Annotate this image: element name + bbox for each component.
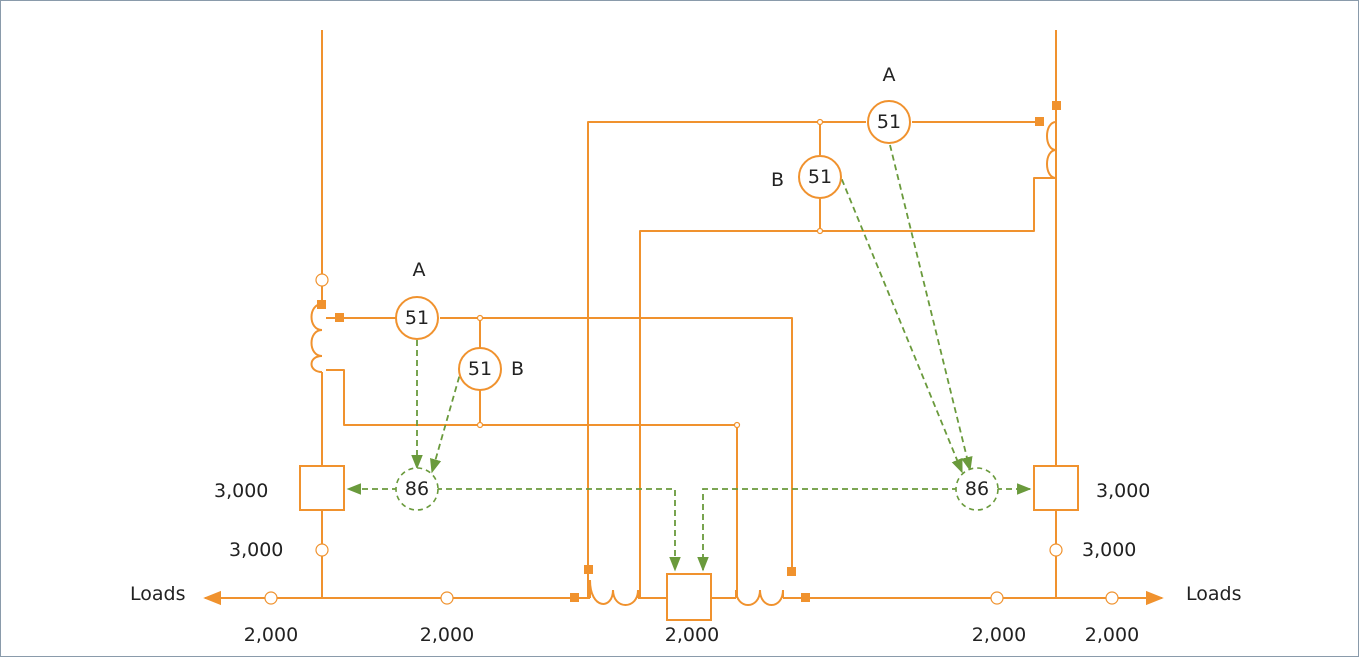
left-relay-wire-bottom — [326, 369, 738, 598]
left-loads-label: Loads — [130, 583, 185, 605]
relay-code: 86 — [965, 478, 989, 500]
bus-rating: 2,000 — [420, 624, 474, 646]
right-breaker-rating: 3,000 — [1096, 480, 1150, 502]
trip-path — [430, 366, 463, 474]
right-lockout-relay: 86 — [955, 467, 999, 511]
left-relay-b-tag: B — [511, 358, 524, 380]
ct-polarity-mark — [1052, 101, 1061, 110]
right-relay-b-tag: B — [771, 169, 784, 191]
trip-path — [436, 488, 681, 572]
junction-dot — [476, 421, 484, 429]
relay-code: 51 — [808, 166, 832, 188]
right-breaker — [1033, 465, 1079, 511]
ct-polarity-mark — [335, 313, 344, 322]
relay-code: 86 — [405, 478, 429, 500]
left-breaker — [299, 465, 345, 511]
tie-ct-coil-left — [589, 579, 639, 606]
relay-code: 51 — [877, 111, 901, 133]
left-relay-a: 51 — [395, 296, 439, 340]
right-relay-a-tag: A — [883, 64, 896, 86]
node-circle — [1049, 543, 1063, 557]
tie-breaker — [666, 573, 712, 621]
trip-path — [837, 169, 963, 474]
bus-rating: 2,000 — [244, 624, 298, 646]
left-lockout-relay: 86 — [395, 467, 439, 511]
node-circle — [1105, 591, 1119, 605]
ct-polarity-mark — [584, 565, 593, 574]
bus-rating: 2,000 — [1085, 624, 1139, 646]
left-relay-a-tag: A — [413, 259, 426, 281]
left-ct-coil — [310, 303, 323, 373]
right-ct-coil — [1046, 121, 1057, 179]
tie-rating: 2,000 — [665, 624, 719, 646]
right-relay-a: 51 — [867, 100, 911, 144]
node-circle — [315, 273, 329, 287]
junction-dot — [476, 314, 484, 322]
left-node-rating: 3,000 — [229, 539, 283, 561]
relay-code: 51 — [468, 358, 492, 380]
left-breaker-rating: 3,000 — [214, 480, 268, 502]
ct-polarity-mark — [1035, 117, 1044, 126]
junction-dot — [733, 421, 741, 429]
relay-code: 51 — [405, 307, 429, 329]
ct-polarity-mark — [801, 593, 810, 602]
ct-polarity-mark — [317, 300, 326, 309]
left-relay-wire-top-right — [440, 317, 793, 572]
ct-polarity-mark — [787, 567, 796, 576]
trip-path — [889, 144, 973, 472]
right-relay-wire-bottom — [639, 177, 1056, 598]
left-relay-b: 51 — [458, 347, 502, 391]
junction-dot — [816, 118, 824, 126]
node-circle — [440, 591, 454, 605]
tie-ct-coil-right — [735, 589, 784, 606]
node-circle — [264, 591, 278, 605]
right-relay-b: 51 — [798, 155, 842, 199]
trip-path — [697, 488, 958, 572]
junction-dot — [816, 227, 824, 235]
right-node-rating: 3,000 — [1082, 539, 1136, 561]
node-circle — [990, 591, 1004, 605]
ct-polarity-mark — [570, 593, 579, 602]
bus-rating: 2,000 — [972, 624, 1026, 646]
right-relay-wire-top-left — [587, 121, 866, 598]
node-circle — [315, 543, 329, 557]
right-loads-label: Loads — [1186, 583, 1241, 605]
